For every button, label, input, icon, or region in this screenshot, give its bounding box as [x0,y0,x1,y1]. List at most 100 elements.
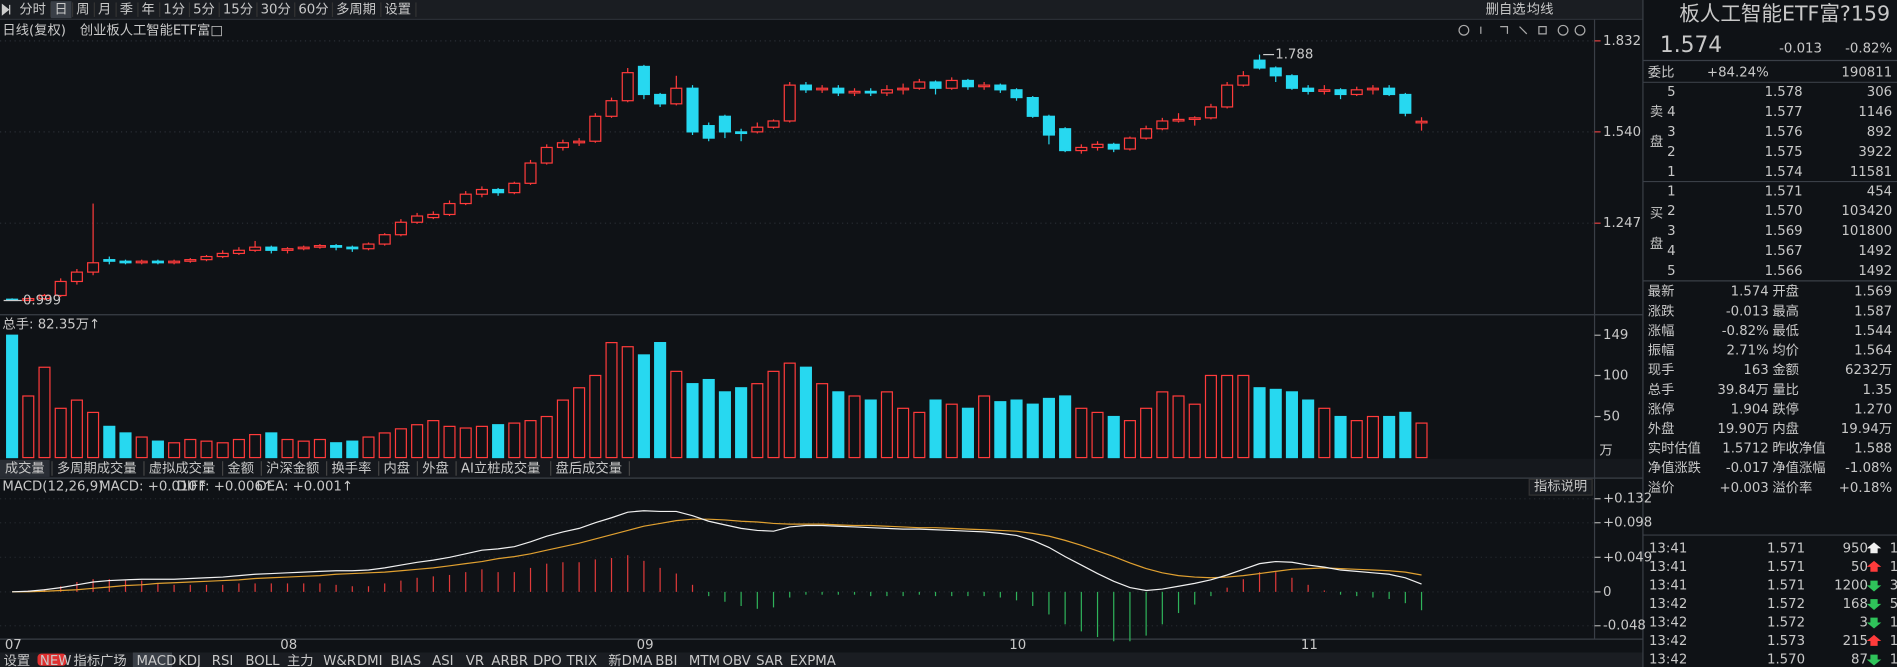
indicator-tab[interactable]: AI立桩成交量 [461,459,540,476]
toolbar-tab[interactable]: 分时 [19,2,46,18]
candle-body [119,260,132,264]
bottom-tab[interactable]: RSI [212,654,234,667]
candle-body [1075,146,1088,152]
toolbar-tab[interactable]: 5分 [193,2,215,18]
bottom-tab[interactable]: 主力 [287,653,314,667]
toolbar-icon[interactable] [1,3,11,16]
stat-value: 1.35 [1863,383,1893,398]
trade-time: 13:42 [1649,615,1687,630]
book-price: 1.577 [1765,105,1803,120]
indicator-tab[interactable]: 盘后成交量 [556,459,622,476]
volume-bar [654,342,667,459]
bottom-tab[interactable]: DMI [357,654,383,667]
bottom-tab[interactable]: EXPMA [790,654,836,667]
bottom-tab[interactable]: BIAS [391,654,422,667]
bottom-tab[interactable]: ASI [432,654,453,667]
volume-bar [135,436,148,459]
indicator-tab[interactable]: 成交量 [5,459,45,476]
toolbar-tab[interactable]: 多周期 [336,1,376,18]
candle-body [524,162,537,184]
y-tick-label: 100 [1603,368,1628,383]
toolbar-tab[interactable]: 周 [76,3,89,18]
volume-bar [1366,415,1379,459]
stat-label: 溢价率 [1772,479,1812,496]
y-tick-label: 1.247 [1603,216,1641,231]
bottom-tab[interactable]: 指标广场 [74,653,127,667]
volume-bar [1285,391,1298,459]
candle-body [200,255,213,261]
candle-body [135,260,148,264]
toolbar-tab[interactable]: 日 [54,3,67,18]
book-volume: 306 [1867,85,1892,100]
toolbar-tab[interactable]: 60分 [298,2,328,18]
candle-body [1042,115,1055,136]
bottom-tab[interactable]: 新DMA [608,653,652,667]
book-level: 5 [1667,264,1675,279]
bottom-tab[interactable]: OBV [723,654,751,667]
indicator-tab[interactable]: 沪深金额 [266,460,319,476]
candle-body [1010,89,1023,99]
trade-time: 13:42 [1649,652,1687,667]
indicator-tab[interactable]: 外盘 [422,459,449,476]
indicator-tab[interactable]: 内盘 [384,459,411,476]
volume-unit: 万 [1599,443,1612,458]
toolbar-tab[interactable]: 年 [142,2,155,18]
candle-body [1269,67,1282,77]
high-label: 1.788 [1275,48,1313,63]
indicator-tab[interactable]: 金额 [227,460,254,476]
candle-body [897,87,910,91]
toolbar-button[interactable]: 删自选 [1486,2,1526,18]
volume-bar [216,442,229,459]
indicator-tab[interactable]: 多周期成交量 [57,459,137,476]
volume-bar [22,395,35,459]
bottom-tab[interactable]: 设置 [4,653,31,667]
stat-label: 现手 [1648,362,1675,378]
candle-body [1091,143,1104,149]
toolbar-tab[interactable]: 30分 [261,2,291,18]
bottom-tab[interactable]: KDJ [178,654,201,667]
volume-bar [1042,397,1055,459]
toolbar-button[interactable]: 均线 [1527,2,1554,18]
volume-bar [767,370,780,459]
trade-volume: 3 [1859,615,1867,630]
bottom-tab[interactable]: MACD [136,654,176,667]
volume-bar [265,432,278,459]
toolbar-tab[interactable]: 季 [120,2,133,18]
volume-bar [1059,395,1072,459]
candle-body [540,146,553,164]
candle-body [184,259,197,262]
volume-bar [1415,422,1428,459]
book-level: 3 [1667,125,1675,140]
bottom-tab[interactable]: SAR [756,654,783,667]
candle-body [475,188,488,195]
candle-body [103,259,116,262]
toolbar-tab[interactable]: 15分 [223,2,253,18]
volume-bar [70,399,83,459]
indicator-tab[interactable]: 换手率 [331,459,371,476]
bottom-tab[interactable]: DPO [533,654,562,667]
bottom-tab[interactable]: BBI [655,654,677,667]
bottom-tab[interactable]: BOLL [245,654,280,667]
trade-count: 5 [1890,597,1897,612]
tab-active [132,652,173,667]
candle-body [718,115,731,133]
toolbar-tab[interactable]: 月 [98,3,111,18]
trade-count: 1 [1890,615,1897,630]
help-button[interactable]: 指标说明 [1534,479,1587,495]
bottom-tab[interactable]: ARBR [491,654,528,667]
indicator-tab[interactable]: 虚拟成交量 [149,459,215,476]
bottom-tab[interactable]: MTM [689,654,720,667]
bottom-tab[interactable]: TRIX [566,654,597,667]
candle-body [492,188,505,194]
candle-body [1059,128,1072,152]
candle-body [961,79,974,88]
volume-bar [735,387,748,459]
bottom-tab[interactable]: W&R [323,654,356,667]
trade-arrow [1866,599,1882,610]
bottom-tab[interactable]: VR [466,654,484,667]
bottom-tab[interactable]: NEW [40,654,71,667]
stat-label: 净值涨幅 [1772,460,1825,476]
volume-bar [394,428,407,459]
toolbar-tab[interactable]: 设置 [384,2,411,18]
toolbar-tab[interactable]: 1分 [163,2,185,18]
